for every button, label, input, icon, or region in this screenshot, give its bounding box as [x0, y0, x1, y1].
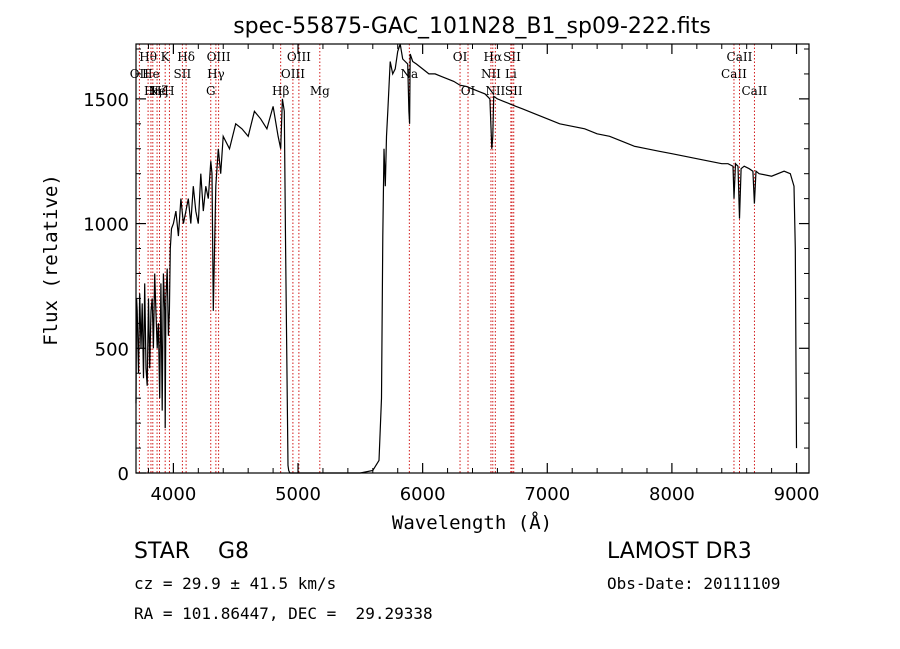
line-label-20: NII — [481, 67, 501, 81]
line-label-10: G — [206, 84, 216, 98]
line-label-12: OIII — [207, 50, 231, 64]
line-label-9: Hδ — [177, 50, 195, 64]
x-tick-label-1: 5000 — [275, 484, 321, 505]
line-label-4: Ne — [148, 84, 166, 98]
redshift-cz: cz = 29.9 ± 41.5 km/s — [134, 574, 337, 593]
y-tick-label-0: 0 — [118, 464, 129, 485]
spectral-line-markers: OIIHθHeHηNeHζKHSIIHδGHγOIIIHβOIIIOIIIMgN… — [130, 44, 768, 473]
line-label-22: NII — [485, 84, 505, 98]
object-class: STAR G8 — [134, 539, 250, 564]
line-label-1: Hθ — [139, 50, 157, 64]
line-label-5: Hζ — [151, 84, 168, 98]
flux-series-line — [135, 43, 798, 474]
x-axis-label: Wavelength (Å) — [392, 511, 552, 534]
observation-date: Obs-Date: 20111109 — [607, 574, 781, 593]
line-label-2: He — [142, 67, 160, 81]
x-tick-label-2: 6000 — [400, 484, 446, 505]
x-tick-label-5: 9000 — [774, 484, 820, 505]
line-label-6: K — [161, 50, 171, 64]
line-label-7: H — [164, 84, 174, 98]
survey-name: LAMOST DR3 — [607, 539, 752, 564]
line-label-24: SII — [503, 50, 521, 64]
y-tick-label-3: 1500 — [83, 90, 129, 111]
y-axis-label: Flux (relative) — [40, 174, 62, 346]
line-label-23: Li — [505, 67, 517, 81]
line-label-19: OI — [461, 84, 476, 98]
line-label-27: CaII — [727, 50, 753, 64]
line-label-15: OIII — [287, 50, 311, 64]
line-label-26: CaII — [721, 67, 747, 81]
line-label-25: SII — [505, 84, 523, 98]
x-tick-label-3: 7000 — [524, 484, 570, 505]
plot-frame — [135, 43, 810, 474]
x-tick-label-0: 4000 — [150, 484, 196, 505]
line-label-16: Mg — [310, 84, 330, 98]
line-label-8: SII — [174, 67, 192, 81]
line-label-14: OIII — [281, 67, 305, 81]
axis-ticks: 4000 5000 6000 7000 8000 9000 0 500 1000 1500 — [83, 44, 819, 505]
ra-dec-coordinates: RA = 101.86447, DEC = 29.29338 — [134, 604, 433, 623]
y-tick-label-2: 1000 — [83, 215, 129, 236]
line-label-18: OI — [453, 50, 468, 64]
line-label-11: Hγ — [207, 67, 225, 81]
chart-title: spec-55875-GAC_101N28_B1_sp09-222.fits — [233, 14, 711, 39]
y-tick-label-1: 500 — [95, 339, 129, 360]
line-label-13: Hβ — [272, 84, 289, 98]
line-label-28: CaII — [741, 84, 767, 98]
x-tick-label-4: 8000 — [649, 484, 695, 505]
line-label-21: Hα — [484, 50, 503, 64]
line-label-17: Na — [400, 67, 418, 81]
